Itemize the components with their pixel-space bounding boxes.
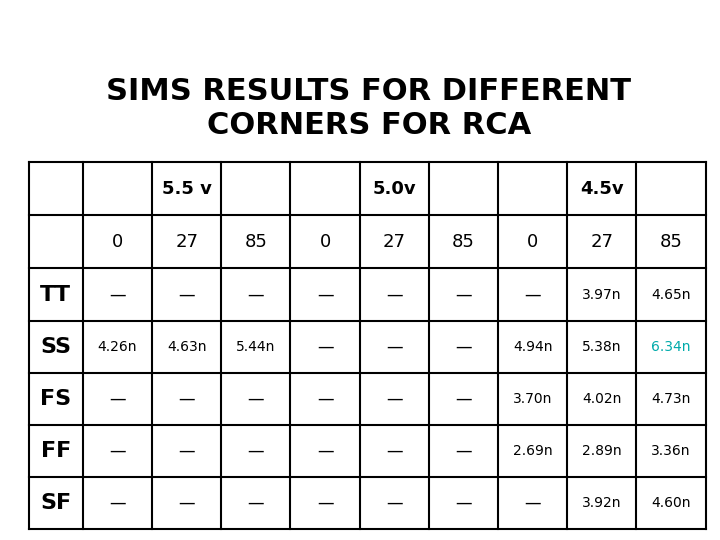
Text: 0: 0 [527, 233, 539, 251]
Text: —: — [455, 390, 472, 408]
Text: SS: SS [40, 337, 71, 357]
Text: 0: 0 [320, 233, 330, 251]
Text: —: — [179, 286, 195, 303]
Text: 2.69n: 2.69n [513, 444, 552, 458]
Text: 4.60n: 4.60n [652, 496, 690, 510]
Text: —: — [317, 338, 333, 356]
Text: 27: 27 [590, 233, 613, 251]
Text: 4.5v: 4.5v [580, 180, 624, 198]
Text: —: — [179, 494, 195, 512]
Text: —: — [248, 442, 264, 460]
Text: 5.5 v: 5.5 v [162, 180, 212, 198]
Text: —: — [455, 442, 472, 460]
Text: 85: 85 [452, 233, 475, 251]
Text: —: — [248, 286, 264, 303]
Text: —: — [524, 286, 541, 303]
Text: 4.73n: 4.73n [652, 392, 690, 406]
Text: —: — [317, 286, 333, 303]
Text: —: — [386, 442, 402, 460]
Text: SF: SF [40, 493, 71, 513]
Text: —: — [109, 286, 126, 303]
Text: 3.92n: 3.92n [582, 496, 621, 510]
Text: 3.97n: 3.97n [582, 288, 621, 301]
Text: 85: 85 [245, 233, 267, 251]
Text: 4.65n: 4.65n [652, 288, 690, 301]
Text: 4.26n: 4.26n [98, 340, 138, 354]
Text: —: — [248, 390, 264, 408]
Text: 3.36n: 3.36n [652, 444, 690, 458]
Text: 2.89n: 2.89n [582, 444, 621, 458]
Text: 5.0v: 5.0v [372, 180, 416, 198]
Text: FS: FS [40, 389, 71, 409]
Text: —: — [109, 442, 126, 460]
Text: —: — [317, 494, 333, 512]
Text: —: — [248, 494, 264, 512]
Text: 27: 27 [383, 233, 406, 251]
Text: FF: FF [41, 441, 71, 461]
Text: 27: 27 [175, 233, 198, 251]
Text: 4.94n: 4.94n [513, 340, 552, 354]
Text: 4.02n: 4.02n [582, 392, 621, 406]
Text: —: — [455, 338, 472, 356]
Text: 85: 85 [660, 233, 683, 251]
Text: —: — [386, 286, 402, 303]
Text: —: — [455, 286, 472, 303]
Text: —: — [317, 390, 333, 408]
Text: 0: 0 [112, 233, 123, 251]
Text: —: — [109, 494, 126, 512]
Text: —: — [109, 390, 126, 408]
Text: —: — [179, 390, 195, 408]
Text: —: — [179, 442, 195, 460]
Text: —: — [455, 494, 472, 512]
Text: —: — [386, 338, 402, 356]
Text: —: — [386, 494, 402, 512]
Text: 6.34n: 6.34n [652, 340, 690, 354]
Text: 5.38n: 5.38n [582, 340, 621, 354]
Text: —: — [386, 390, 402, 408]
Text: 4.63n: 4.63n [167, 340, 207, 354]
Text: TT: TT [40, 285, 71, 305]
Text: —: — [524, 494, 541, 512]
Text: —: — [317, 442, 333, 460]
Text: 3.70n: 3.70n [513, 392, 552, 406]
Text: 5.44n: 5.44n [236, 340, 276, 354]
Text: SIMS RESULTS FOR DIFFERENT
CORNERS FOR RCA: SIMS RESULTS FOR DIFFERENT CORNERS FOR R… [107, 77, 631, 140]
